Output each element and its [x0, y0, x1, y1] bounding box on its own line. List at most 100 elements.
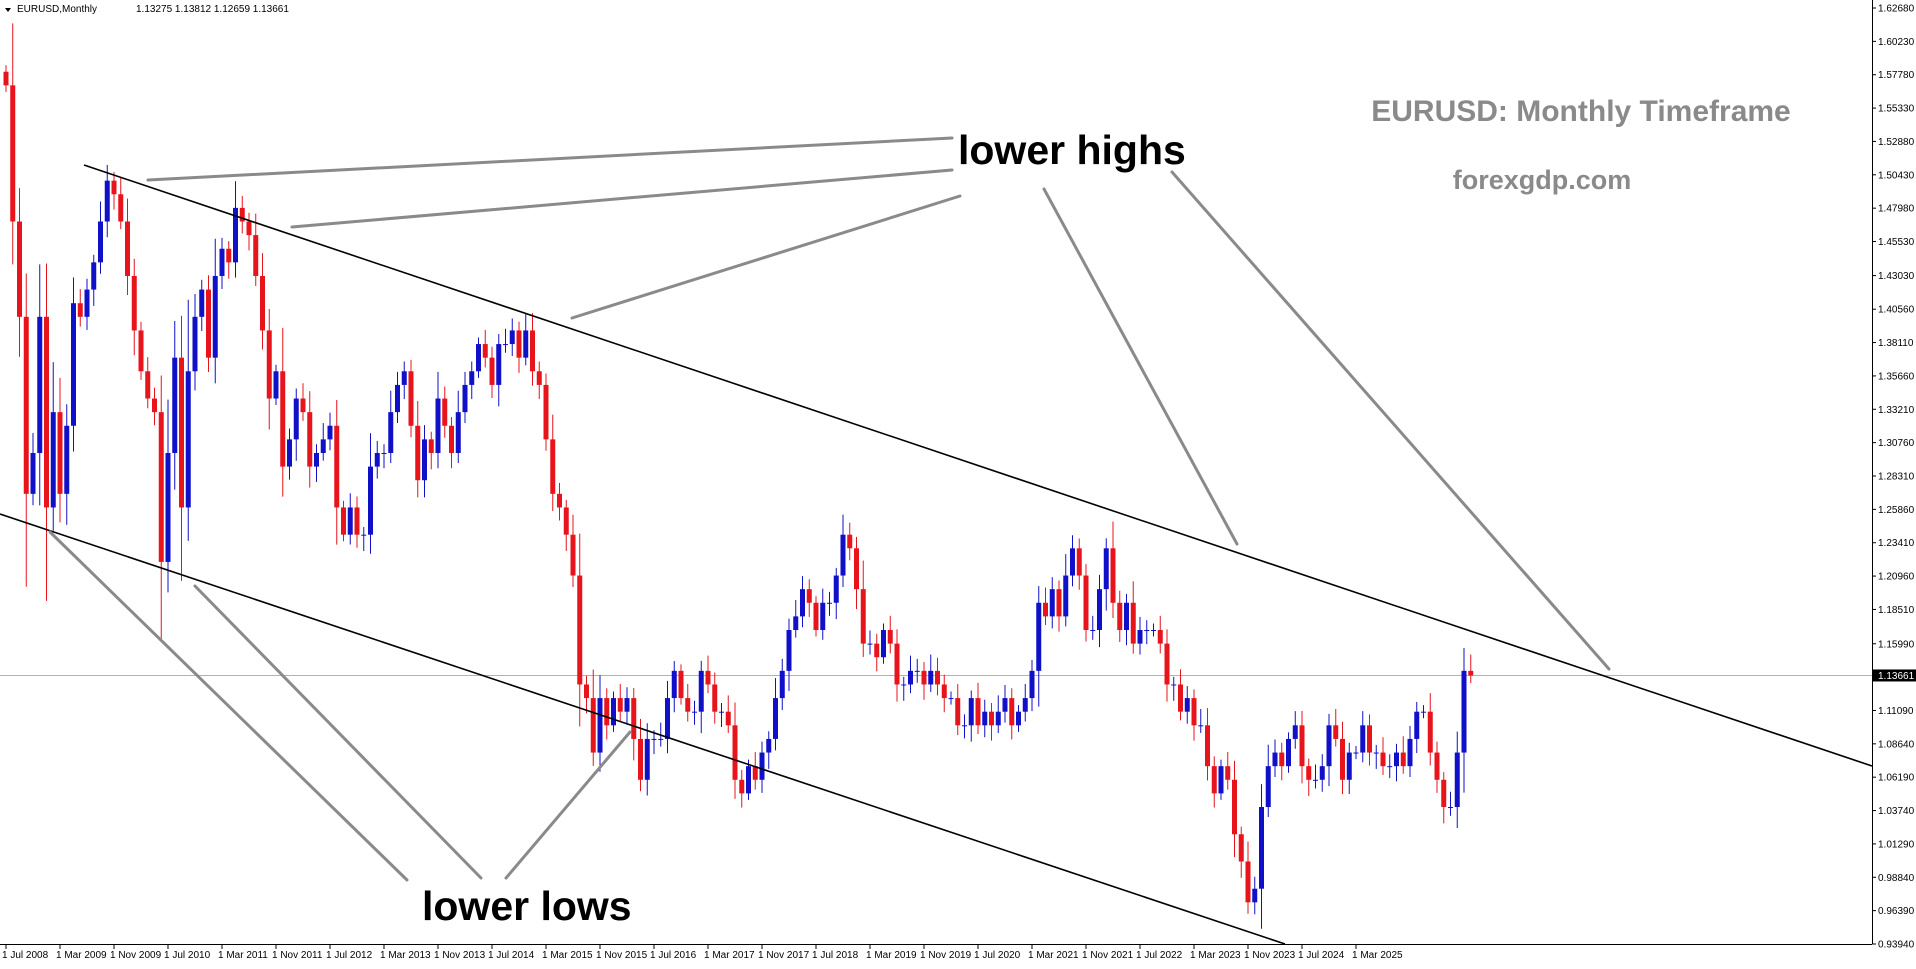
- candle: [732, 702, 738, 799]
- candle: [368, 433, 373, 554]
- candle: [1394, 743, 1399, 782]
- candle: [1434, 741, 1440, 793]
- candle: [563, 499, 569, 552]
- candle: [334, 400, 340, 545]
- candle: [1164, 629, 1170, 702]
- candle: [287, 428, 292, 480]
- x-tick-label: 1 Jul 2014: [488, 950, 535, 961]
- candle: [179, 315, 184, 581]
- x-tick-label: 1 Mar 2021: [1028, 950, 1079, 961]
- chart-title-annotation: EURUSD: Monthly Timeframe: [1371, 95, 1791, 128]
- trendlines: [0, 164, 1873, 945]
- candle: [1421, 705, 1426, 719]
- candle: [543, 373, 549, 451]
- candle: [1009, 688, 1015, 740]
- candle: [759, 741, 765, 793]
- candle: [111, 171, 117, 210]
- candle: [1036, 586, 1042, 707]
- candle: [1049, 577, 1055, 629]
- candle: [719, 702, 724, 727]
- x-tick-label: 1 Jul 2022: [1136, 950, 1183, 961]
- candle: [604, 688, 610, 740]
- y-tick-label: 0.98840: [1878, 873, 1915, 884]
- y-tick-label: 1.30760: [1878, 438, 1915, 449]
- site-annotation: forexgdp.com: [1453, 165, 1632, 195]
- pointer-line: [48, 530, 409, 882]
- pointer-line: [1042, 187, 1239, 546]
- candle: [833, 567, 839, 620]
- y-tick-label: 1.43030: [1878, 271, 1915, 282]
- candle: [611, 691, 616, 732]
- candle: [570, 514, 576, 587]
- candle: [1286, 732, 1291, 773]
- candle: [995, 695, 1001, 733]
- candle: [266, 308, 272, 430]
- y-tick-label: 0.96390: [1878, 906, 1915, 917]
- x-tick-label: 1 Jul 2016: [650, 950, 697, 961]
- candle: [806, 579, 812, 617]
- candle: [462, 371, 468, 424]
- symbol-label: EURUSD,Monthly: [17, 4, 97, 15]
- candle: [685, 683, 691, 722]
- candle: [577, 533, 583, 727]
- candle: [516, 321, 522, 373]
- x-tick-label: 1 Mar 2025: [1352, 950, 1403, 961]
- candle: [1144, 620, 1150, 645]
- candle: [104, 164, 110, 238]
- candle: [1029, 659, 1035, 712]
- candle: [17, 188, 22, 357]
- candle: [1238, 826, 1244, 878]
- candle: [928, 654, 934, 693]
- candle: [1272, 739, 1278, 778]
- x-tick-label: 1 Mar 2019: [866, 950, 917, 961]
- menu-triangle-icon[interactable]: [5, 8, 11, 12]
- candle: [908, 655, 913, 694]
- candle: [293, 388, 299, 461]
- candle: [125, 198, 130, 296]
- candle: [199, 279, 205, 331]
- candle: [1360, 711, 1366, 763]
- candle: [1171, 676, 1177, 701]
- candle: [1299, 711, 1305, 784]
- y-tick-label: 1.13661: [1878, 671, 1915, 682]
- x-tick-label: 1 Nov 2019: [920, 950, 972, 961]
- candle: [37, 264, 43, 506]
- candle: [395, 371, 400, 424]
- y-tick-label: 1.15990: [1878, 639, 1915, 650]
- y-tick-label: 1.45530: [1878, 237, 1915, 248]
- candle: [948, 691, 954, 705]
- y-tick-label: 1.25860: [1878, 505, 1915, 516]
- candle: [44, 263, 49, 601]
- candle: [671, 661, 677, 713]
- candle: [1083, 564, 1089, 642]
- candle: [1070, 535, 1075, 587]
- candle: [455, 390, 461, 463]
- candle: [887, 615, 893, 654]
- candle: [219, 237, 225, 290]
- candle: [1259, 784, 1264, 929]
- candle: [665, 680, 670, 754]
- candle: [172, 320, 178, 490]
- candle: [773, 678, 778, 751]
- candle: [1461, 647, 1467, 793]
- y-tick-label: 1.55330: [1878, 104, 1915, 115]
- candle: [509, 318, 515, 357]
- candle: [523, 314, 529, 366]
- candle: [638, 718, 643, 792]
- x-tick-label: 1 Mar 2015: [542, 950, 593, 961]
- candle: [982, 699, 988, 738]
- candle: [894, 629, 900, 702]
- candle: [962, 714, 967, 739]
- pointer-line: [570, 194, 962, 320]
- candle: [1245, 841, 1251, 914]
- candle: [1157, 615, 1163, 654]
- candle: [955, 683, 961, 736]
- x-tick-label: 1 Jul 2010: [164, 950, 211, 961]
- y-tick-label: 1.47980: [1878, 204, 1915, 215]
- candle: [71, 277, 76, 452]
- candle: [1124, 594, 1129, 646]
- pointer-line: [504, 730, 632, 880]
- candle: [327, 412, 333, 451]
- candle: [827, 591, 832, 616]
